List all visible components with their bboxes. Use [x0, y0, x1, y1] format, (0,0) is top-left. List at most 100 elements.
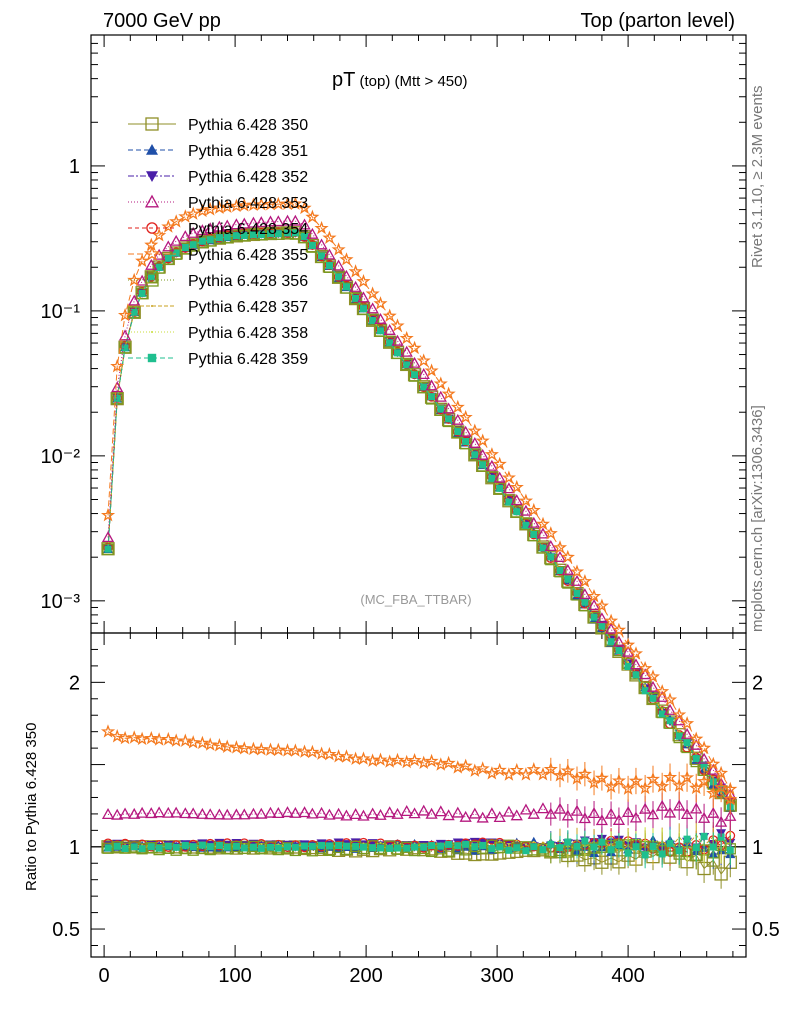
- ratio-point: [560, 763, 575, 777]
- data-point: [169, 214, 184, 228]
- ratio-point: [135, 731, 150, 746]
- ratio-point: [220, 739, 235, 753]
- data-point: [130, 308, 138, 316]
- data-point: [639, 668, 652, 680]
- data-point: [437, 405, 445, 413]
- ratio-point: [407, 753, 422, 767]
- data-point: [181, 243, 189, 251]
- data-point: [145, 258, 158, 270]
- watermark: (MC_FBA_TTBAR): [360, 592, 471, 607]
- data-point: [161, 219, 176, 233]
- ratio-point: [215, 841, 223, 849]
- data-point: [322, 230, 337, 244]
- ratio-point: [714, 867, 728, 881]
- ratio-point: [155, 844, 163, 852]
- data-point: [357, 291, 370, 303]
- ratio-point: [356, 751, 371, 765]
- ratio-point: [532, 840, 535, 843]
- data-point: [223, 233, 231, 241]
- data-point: [556, 567, 564, 575]
- ratio-point: [357, 809, 370, 821]
- data-point: [230, 218, 243, 230]
- legend-marker: [144, 194, 160, 208]
- ratio-point: [213, 808, 226, 820]
- ratio-y-tick-label: 1: [69, 837, 80, 859]
- ratio-point: [359, 843, 367, 851]
- data-point: [564, 575, 572, 583]
- ratio-point: [266, 843, 274, 851]
- ratio-point: [335, 842, 343, 850]
- ratio-point: [118, 807, 132, 819]
- ratio-point: [515, 839, 518, 842]
- data-point: [644, 684, 647, 687]
- ratio-point: [260, 842, 263, 845]
- plot-title-sub2: (Mtt > 450): [390, 73, 467, 90]
- ratio-point: [232, 842, 240, 850]
- data-point: [153, 248, 166, 260]
- data-point: [485, 459, 498, 471]
- series-3-main: [101, 214, 737, 800]
- ratio-point: [379, 841, 382, 844]
- data-point: [135, 253, 150, 268]
- ratio-point: [153, 806, 166, 818]
- plot-title-sub1: (top): [355, 73, 390, 90]
- ratio-point: [587, 807, 601, 819]
- data-point: [315, 251, 328, 263]
- ratio-point: [561, 809, 574, 821]
- data-point: [426, 391, 437, 402]
- ratio-point: [527, 807, 540, 819]
- ratio-point: [386, 844, 394, 852]
- data-point: [428, 393, 436, 401]
- ratio-point: [629, 811, 643, 823]
- data-point: [547, 553, 555, 561]
- series-7-main: [107, 231, 732, 804]
- ratio-point: [170, 806, 183, 818]
- ratio-point: [655, 779, 670, 793]
- data-point: [663, 703, 677, 715]
- ratio-point: [383, 806, 396, 818]
- ratio-point: [203, 737, 218, 751]
- data-point: [382, 308, 397, 322]
- legend-item: Pythia 6.428 353: [128, 194, 308, 212]
- data-point: [238, 217, 251, 229]
- ratio-point: [325, 842, 333, 850]
- series-6-ratio: [102, 830, 736, 870]
- series-line: [107, 231, 731, 802]
- ratio-point: [102, 842, 114, 854]
- ratio-point: [342, 842, 350, 850]
- ratio-point: [206, 843, 214, 851]
- ratio-point: [308, 842, 316, 850]
- data-point: [291, 229, 299, 237]
- ratio-point: [178, 733, 193, 747]
- ratio-point: [723, 791, 738, 806]
- series-line: [107, 232, 731, 807]
- data-point: [621, 637, 636, 652]
- legend-marker: [151, 305, 153, 307]
- ratio-point: [492, 762, 507, 777]
- ratio-point: [442, 809, 455, 821]
- ratio-point: [611, 773, 627, 787]
- data-point: [679, 716, 695, 730]
- data-point: [306, 227, 319, 239]
- ratio-point: [505, 846, 513, 854]
- legend-item: Pythia 6.428 359: [128, 351, 308, 368]
- ratio-point: [692, 844, 700, 852]
- main-series-group: [100, 196, 738, 813]
- ratio-point: [411, 843, 419, 851]
- ratio-point: [221, 808, 234, 820]
- data-point: [475, 433, 490, 447]
- data-point: [118, 329, 132, 341]
- data-point: [572, 588, 582, 599]
- ratio-point: [662, 769, 678, 784]
- ratio-point: [484, 766, 499, 780]
- data-point: [314, 220, 329, 235]
- data-point: [683, 739, 691, 747]
- ratio-point: [604, 807, 618, 819]
- data-point: [644, 685, 647, 688]
- ratio-point: [195, 735, 210, 750]
- legend-marker: [151, 331, 153, 333]
- y-tick-label: 1: [69, 156, 80, 178]
- ratio-point: [434, 805, 447, 817]
- data-point: [458, 409, 473, 424]
- data-point: [121, 344, 129, 352]
